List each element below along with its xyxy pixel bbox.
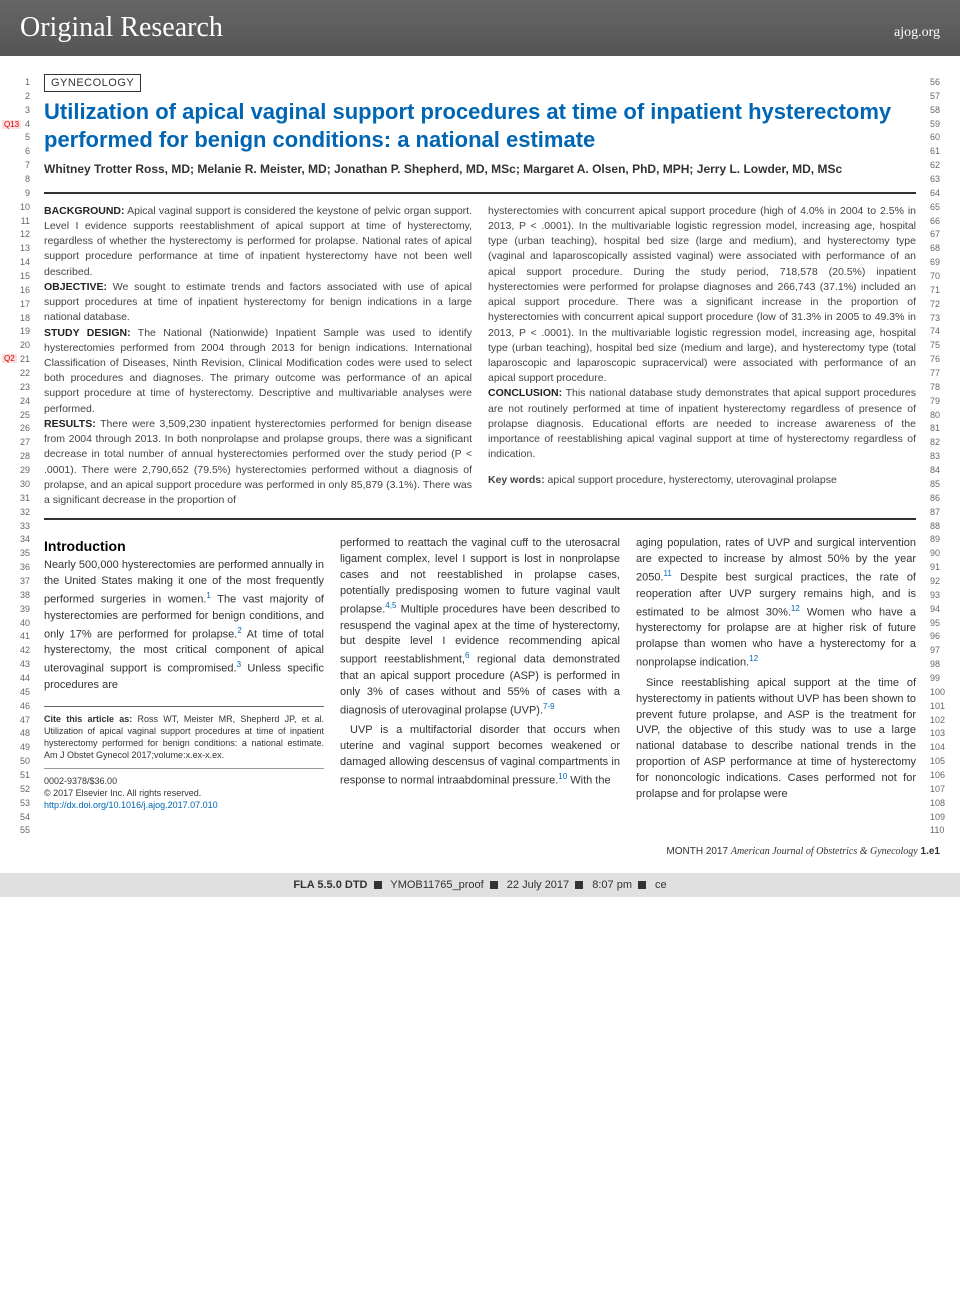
proof-bar: FLA 5.5.0 DTD YMOB11765_proof 22 July 20… xyxy=(0,873,960,897)
footer-month: MONTH 2017 xyxy=(666,846,728,857)
separator-icon xyxy=(638,881,646,889)
footer-journal: American Journal of Obstetrics & Gynecol… xyxy=(731,846,918,857)
results-text: There were 3,509,230 inpatient hysterect… xyxy=(44,418,472,506)
line-numbers-right: 5657585960616263646566676869707172737475… xyxy=(924,56,952,838)
section-label: GYNECOLOGY xyxy=(44,74,141,92)
proof-date: 22 July 2017 xyxy=(507,879,569,891)
header-bar: Original Research ajog.org xyxy=(0,0,960,56)
citation-box: Cite this article as: Ross WT, Meister M… xyxy=(44,706,324,811)
body-text: With the xyxy=(567,775,610,787)
proof-id: YMOB11765_proof xyxy=(390,879,483,891)
proof-fla: FLA 5.5.0 DTD xyxy=(293,879,367,891)
abstract-right-column: hysterectomies with concurrent apical su… xyxy=(488,204,916,508)
citation-sup: 11 xyxy=(664,569,672,578)
citation-sup: 12 xyxy=(749,654,758,663)
doi-link[interactable]: http://dx.doi.org/10.1016/j.ajog.2017.07… xyxy=(44,800,218,810)
page-footer: MONTH 2017 American Journal of Obstetric… xyxy=(0,838,960,865)
study-design-text: The National (Nationwide) Inpatient Samp… xyxy=(44,327,472,415)
body-column-2: performed to reattach the vaginal cuff t… xyxy=(340,536,620,811)
separator-icon xyxy=(374,881,382,889)
footer-page-number: 1.e1 xyxy=(921,846,940,857)
body-columns: Introduction Nearly 500,000 hysterectomi… xyxy=(44,536,916,811)
header-url: ajog.org xyxy=(894,25,940,41)
background-label: BACKGROUND: xyxy=(44,205,125,217)
objective-label: OBJECTIVE: xyxy=(44,281,107,293)
proof-time: 8:07 pm xyxy=(592,879,632,891)
keywords-label: Key words: xyxy=(488,474,545,486)
keywords-text: apical support procedure, hysterectomy, … xyxy=(545,474,837,486)
results-label: RESULTS: xyxy=(44,418,96,430)
abstract-left-column: BACKGROUND: Apical vaginal support is co… xyxy=(44,204,472,508)
introduction-heading: Introduction xyxy=(44,536,324,556)
copyright: © 2017 Elsevier Inc. All rights reserved… xyxy=(44,788,201,798)
citation-sup: 4,5 xyxy=(385,601,396,610)
query-marker-q13: Q13 xyxy=(2,120,21,129)
body-column-1: Introduction Nearly 500,000 hysterectomi… xyxy=(44,536,324,811)
objective-text: We sought to estimate trends and factors… xyxy=(44,281,472,323)
cite-label: Cite this article as: xyxy=(44,714,132,724)
results-cont-text: hysterectomies with concurrent apical su… xyxy=(488,205,916,384)
citation-sup: 7-9 xyxy=(543,702,555,711)
citation-sup: 10 xyxy=(558,772,567,781)
authors: Whitney Trotter Ross, MD; Melanie R. Mei… xyxy=(44,161,916,178)
header-section-title: Original Research xyxy=(20,12,223,44)
body-text: Since reestablishing apical support at t… xyxy=(636,677,916,801)
conclusion-label: CONCLUSION: xyxy=(488,387,562,399)
separator-icon xyxy=(575,881,583,889)
line-numbers-left: 1234567891011121314151617181920212223242… xyxy=(8,56,36,838)
abstract-box: BACKGROUND: Apical vaginal support is co… xyxy=(44,192,916,520)
body-column-3: aging population, rates of UVP and surgi… xyxy=(636,536,916,811)
separator-icon xyxy=(490,881,498,889)
issn: 0002-9378/$36.00 xyxy=(44,776,117,786)
study-design-label: STUDY DESIGN: xyxy=(44,327,131,339)
query-marker-q2: Q2 xyxy=(2,354,17,363)
citation-sup: 12 xyxy=(791,604,800,613)
proof-ce: ce xyxy=(655,879,667,891)
article-title: Utilization of apical vaginal support pr… xyxy=(44,98,916,153)
main-content: Q13 Q2 GYNECOLOGY Utilization of apical … xyxy=(36,56,924,838)
